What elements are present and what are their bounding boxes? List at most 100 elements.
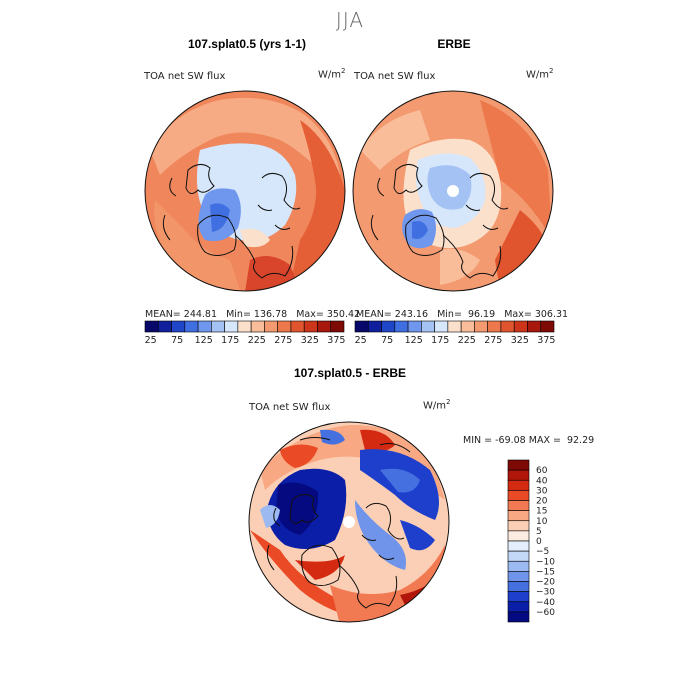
colorbar-swatch: [540, 320, 555, 333]
panel1-units-exp: 2: [341, 67, 346, 75]
colorbar-swatch: [237, 320, 252, 333]
panel1-units: W/m2: [318, 67, 345, 80]
colorbar-swatch: [507, 469, 530, 481]
colorbar-tick-label: 75: [171, 335, 183, 346]
colorbar-tick-label: 0: [536, 537, 542, 547]
colorbar-swatch: [264, 320, 278, 333]
colorbar-swatch: [507, 530, 530, 542]
colorbar-swatch: [367, 320, 382, 333]
colorbar-swatch: [507, 560, 530, 572]
colorbar-swatch: [507, 571, 530, 582]
diff-units-exp: 2: [446, 398, 451, 406]
colorbar-swatch: [507, 581, 530, 592]
panel1-map: [144, 90, 346, 292]
colorbar-swatch: [290, 320, 305, 333]
diff-title: 107.splat0.5 - ERBE: [293, 366, 407, 380]
season-title: JJA: [335, 8, 365, 32]
colorbar-tick-label: 175: [221, 335, 239, 346]
colorbar-tick-label: 15: [536, 507, 547, 517]
colorbar-tick-label: 25: [145, 335, 157, 346]
colorbar-tick-label: −20: [536, 578, 555, 588]
diff-map: [248, 421, 450, 623]
colorbar-tick-label: 275: [274, 335, 292, 346]
colorbar-swatch: [184, 320, 199, 333]
colorbar-tick-label: 5: [536, 527, 542, 537]
colorbar-tick-label: 325: [301, 335, 319, 346]
diff-variable: TOA net SW flux: [249, 402, 331, 413]
colorbar-swatch: [394, 320, 409, 333]
colorbar-tick-label: 175: [431, 335, 449, 346]
colorbar-tick-label: 225: [458, 335, 476, 346]
colorbar-swatch: [507, 500, 530, 511]
panel1-variable: TOA net SW flux: [144, 71, 226, 82]
colorbar-swatch: [381, 320, 396, 333]
colorbar-swatch: [507, 601, 530, 613]
colorbar-tick-label: 325: [511, 335, 529, 346]
colorbar-swatch: [507, 479, 530, 491]
colorbar-tick-label: −60: [536, 608, 555, 618]
colorbar-swatch: [487, 320, 502, 333]
colorbar-swatch: [157, 320, 172, 333]
colorbar-swatch: [421, 320, 435, 333]
colorbar-swatch: [513, 320, 528, 333]
colorbar-tick-label: −5: [536, 547, 549, 557]
colorbar-tick-label: 10: [536, 517, 548, 527]
panel2-stats: MEAN= 243.16 Min= 96.19 Max= 306.31: [356, 309, 569, 320]
colorbar-swatch: [527, 320, 542, 333]
colorbar-swatch: [317, 320, 332, 333]
panel2-title: ERBE: [437, 37, 471, 51]
colorbar-swatch: [507, 591, 530, 603]
colorbar-swatch: [507, 550, 530, 562]
panel1-title: 107.splat0.5 (yrs 1-1): [187, 37, 307, 51]
colorbar-swatch: [211, 320, 225, 333]
colorbar-tick-label: 75: [381, 335, 393, 346]
colorbar-tick-label: −10: [536, 557, 555, 567]
panel2-units-exp: 2: [549, 67, 554, 75]
colorbar-swatch: [434, 320, 449, 333]
colorbar-swatch: [447, 320, 462, 333]
colorbar-tick-label: −15: [536, 567, 555, 577]
colorbar-swatch: [507, 520, 530, 532]
colorbar-tick-label: 225: [248, 335, 266, 346]
colorbar-swatch: [474, 320, 488, 333]
panel1-stats: MEAN= 244.81 Min= 136.78 Max= 350.42: [145, 309, 361, 320]
colorbar-tick-label: 30: [536, 486, 548, 496]
colorbar-tick-label: 375: [327, 335, 345, 346]
colorbar-swatch: [250, 320, 265, 333]
panel2-units: W/m2: [526, 67, 553, 80]
colorbar-swatch: [407, 320, 422, 333]
colorbar-tick-label: 275: [484, 335, 502, 346]
panel2-map: [352, 90, 554, 292]
colorbar-swatch: [507, 459, 530, 471]
colorbar-tick-label: −40: [536, 598, 555, 608]
panel1-units-base: W/m: [318, 69, 341, 81]
colorbar-tick-label: 375: [537, 335, 555, 346]
colorbar-swatch: [507, 540, 530, 552]
colorbar-tick-label: −30: [536, 588, 555, 598]
colorbar-tick-label: 60: [536, 466, 548, 476]
colorbar-swatch: [171, 320, 186, 333]
colorbar-swatch: [507, 490, 530, 501]
colorbar-swatch: [460, 320, 475, 333]
colorbar-tick-label: 40: [536, 476, 548, 486]
colorbar-swatch: [354, 320, 369, 333]
panel1-colorbar: 25 75 125 175 225 275 325 375: [144, 320, 345, 346]
panel2-colorbar: 25 75 125 175 225 275 325 375: [354, 320, 555, 346]
diff-stats: MIN = -69.08 MAX = 92.29: [463, 435, 595, 446]
colorbar-swatch: [500, 320, 515, 333]
colorbar-swatch: [197, 320, 212, 333]
colorbar-swatch: [277, 320, 292, 333]
colorbar-swatch: [144, 320, 159, 333]
colorbar-swatch: [224, 320, 239, 333]
colorbar-tick-label: 25: [355, 335, 367, 346]
colorbar-tick-label: 125: [405, 335, 423, 346]
panel2-units-base: W/m: [526, 69, 549, 81]
colorbar-swatch: [303, 320, 318, 333]
panel2-variable: TOA net SW flux: [354, 71, 436, 82]
colorbar-swatch: [330, 320, 345, 333]
colorbar-swatch: [507, 510, 530, 522]
colorbar-swatch: [507, 611, 530, 623]
diff-units: W/m2: [423, 398, 450, 411]
